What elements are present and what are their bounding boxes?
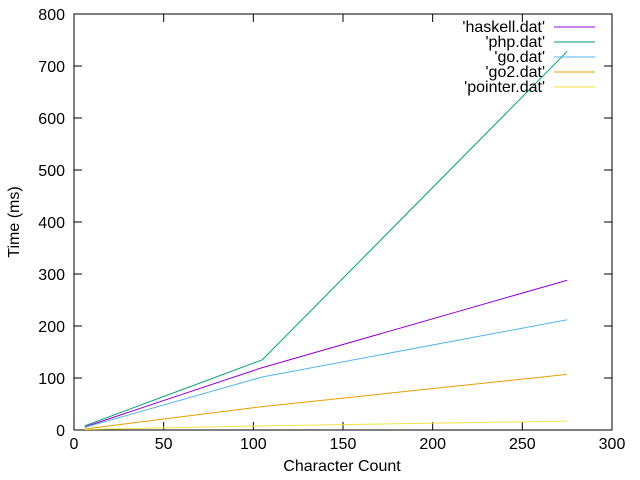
x-tick-label: 150 bbox=[330, 436, 357, 453]
legend-label: 'pointer.dat' bbox=[464, 79, 545, 96]
x-tick-label: 100 bbox=[240, 436, 267, 453]
y-tick-label: 500 bbox=[38, 163, 65, 180]
y-axis-label: Time (ms) bbox=[6, 186, 23, 257]
x-tick-label: 300 bbox=[599, 436, 626, 453]
y-tick-label: 200 bbox=[38, 319, 65, 336]
legend-label: 'haskell.dat' bbox=[462, 19, 545, 36]
x-tick-label: 250 bbox=[509, 436, 536, 453]
y-tick-label: 600 bbox=[38, 111, 65, 128]
x-tick-label: 50 bbox=[155, 436, 173, 453]
axis-ticks: 0 50 100 150 200 250 300 0 100 200 300 400 500 600 700… bbox=[38, 7, 625, 453]
series-line-php-dat bbox=[84, 51, 568, 427]
y-tick-label: 0 bbox=[56, 423, 65, 440]
series-line-haskell-dat bbox=[84, 279, 568, 428]
y-tick-label: 300 bbox=[38, 267, 65, 284]
x-tick-label: 200 bbox=[419, 436, 446, 453]
series-line-go-dat bbox=[84, 319, 568, 428]
legend-label: 'go.dat' bbox=[494, 49, 545, 66]
y-tick-label: 100 bbox=[38, 371, 65, 388]
legend: 'haskell.dat''php.dat''go.dat''go2.dat''… bbox=[462, 19, 595, 96]
series-line-go2-dat bbox=[84, 373, 568, 430]
y-tick-label: 700 bbox=[38, 59, 65, 76]
legend-label: 'php.dat' bbox=[486, 34, 546, 51]
x-axis-label: Character Count bbox=[283, 458, 401, 475]
legend-label: 'go2.dat' bbox=[486, 64, 546, 81]
y-tick-label: 800 bbox=[38, 7, 65, 24]
series-line-pointer-dat bbox=[84, 420, 568, 430]
series-lines bbox=[84, 51, 568, 430]
x-tick-label: 0 bbox=[70, 436, 79, 453]
y-tick-label: 400 bbox=[38, 215, 65, 232]
